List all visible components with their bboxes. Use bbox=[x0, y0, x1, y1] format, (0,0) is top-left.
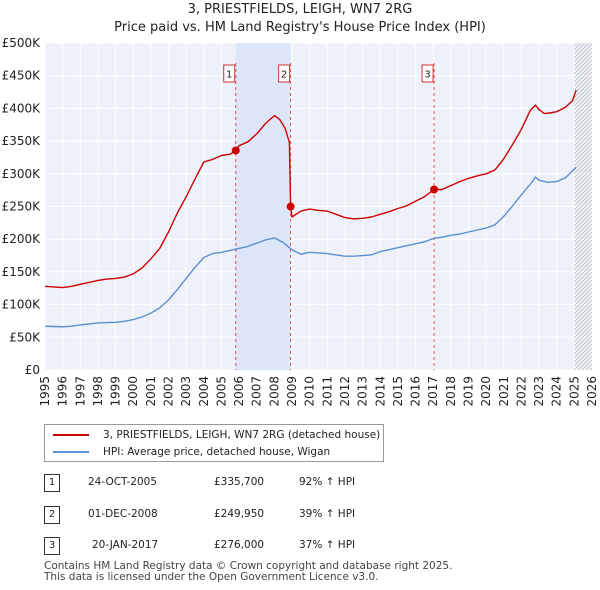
x-tick-label: 2021 bbox=[497, 376, 511, 407]
x-tick-label: 1995 bbox=[38, 376, 52, 407]
transaction-row: 3 20-JAN-2017 £276,000 37% ↑ HPI bbox=[44, 537, 444, 555]
x-tick-label: 2009 bbox=[285, 376, 299, 407]
x-tick-label: 2026 bbox=[585, 376, 599, 407]
transaction-price: £335,700 bbox=[214, 476, 265, 488]
transaction-hpi-change: 39% ↑ HPI bbox=[299, 508, 356, 520]
sale-point bbox=[286, 202, 295, 211]
annotation-badge bbox=[278, 64, 291, 83]
x-tick-label: 2008 bbox=[267, 376, 281, 407]
x-tick-label: 2015 bbox=[391, 376, 405, 407]
x-tick-label: 2011 bbox=[320, 376, 334, 407]
x-tick-label: 2024 bbox=[550, 376, 564, 407]
x-tick-label: 2023 bbox=[532, 376, 546, 407]
transaction-date: 24-OCT-2005 bbox=[88, 476, 157, 488]
series-line-hpi bbox=[45, 166, 577, 328]
x-tick-label: 2003 bbox=[179, 376, 193, 407]
x-tick-label: 2014 bbox=[373, 376, 387, 407]
chart-title: 3, PRIESTFIELDS, LEIGH, WN7 2RG bbox=[188, 2, 413, 17]
x-tick-label: 2001 bbox=[144, 376, 158, 407]
x-tick-label: 2017 bbox=[426, 376, 440, 407]
legend-swatch-hpi bbox=[53, 451, 89, 453]
y-tick-label: £450K bbox=[2, 69, 42, 83]
transaction-number-badge: 2 bbox=[44, 506, 60, 524]
annotation-label: 1 bbox=[226, 70, 232, 81]
x-tick-label: 1999 bbox=[109, 376, 123, 407]
footer-copyright: Contains HM Land Registry data © Crown c… bbox=[44, 560, 453, 572]
x-tick-label: 2019 bbox=[461, 376, 475, 407]
chart-legend: 3, PRIESTFIELDS, LEIGH, WN7 2RG (detache… bbox=[44, 424, 384, 462]
annotation-label: 3 bbox=[424, 70, 430, 81]
y-tick-label: £500K bbox=[2, 36, 42, 50]
transaction-number-badge: 1 bbox=[44, 474, 60, 492]
x-tick-label: 2010 bbox=[303, 376, 317, 407]
x-tick-label: 1998 bbox=[91, 376, 105, 407]
y-tick-label: £400K bbox=[2, 101, 42, 115]
x-tick-label: 2000 bbox=[126, 376, 140, 407]
legend-item-property: 3, PRIESTFIELDS, LEIGH, WN7 2RG (detache… bbox=[53, 427, 380, 443]
y-tick-label: £250K bbox=[2, 200, 42, 214]
future-hatch bbox=[574, 43, 592, 370]
x-tick-label: 1997 bbox=[73, 376, 87, 407]
x-tick-label: 2006 bbox=[232, 376, 246, 407]
price-chart: 3, PRIESTFIELDS, LEIGH, WN7 2RG Price pa… bbox=[2, 2, 599, 407]
transaction-row: 1 24-OCT-2005 £335,700 92% ↑ HPI bbox=[44, 474, 444, 492]
x-tick-label: 2007 bbox=[250, 376, 264, 407]
legend-label-property: 3, PRIESTFIELDS, LEIGH, WN7 2RG (detache… bbox=[103, 429, 381, 441]
annotation-badge bbox=[421, 64, 434, 83]
transaction-hpi-change: 92% ↑ HPI bbox=[299, 476, 356, 488]
x-tick-label: 2012 bbox=[338, 376, 352, 407]
transaction-date: 20-JAN-2017 bbox=[92, 539, 159, 551]
y-tick-label: £300K bbox=[2, 167, 42, 181]
footer-licence: This data is licensed under the Open Gov… bbox=[44, 571, 379, 583]
shaded-period bbox=[235, 43, 291, 370]
x-tick-label: 2004 bbox=[197, 376, 211, 407]
transaction-date: 01-DEC-2008 bbox=[88, 508, 158, 520]
x-tick-label: 2016 bbox=[409, 376, 423, 407]
y-tick-label: £200K bbox=[2, 232, 42, 246]
x-tick-label: 2002 bbox=[162, 376, 176, 407]
x-tick-label: 2022 bbox=[514, 376, 528, 407]
y-tick-label: £150K bbox=[2, 265, 42, 279]
annotation-badge bbox=[223, 64, 236, 83]
y-tick-label: £50K bbox=[9, 330, 41, 344]
y-tick-label: £100K bbox=[2, 298, 42, 312]
x-tick-label: 2013 bbox=[356, 376, 370, 407]
legend-item-hpi: HPI: Average price, detached house, Wiga… bbox=[53, 444, 330, 460]
transaction-hpi-change: 37% ↑ HPI bbox=[299, 539, 356, 551]
series-line-property bbox=[45, 89, 577, 289]
x-tick-label: 2020 bbox=[479, 376, 493, 407]
sale-point bbox=[231, 146, 240, 155]
y-tick-label: £350K bbox=[2, 134, 42, 148]
x-tick-label: 1996 bbox=[56, 376, 70, 407]
transaction-row: 2 01-DEC-2008 £249,950 39% ↑ HPI bbox=[44, 506, 444, 524]
x-tick-label: 2005 bbox=[214, 376, 228, 407]
sale-point bbox=[430, 185, 439, 194]
annotation-label: 2 bbox=[281, 70, 287, 81]
legend-swatch-property bbox=[53, 434, 89, 436]
x-tick-label: 2025 bbox=[567, 376, 581, 407]
transaction-number-badge: 3 bbox=[44, 537, 60, 555]
chart-subtitle: Price paid vs. HM Land Registry's House … bbox=[114, 20, 486, 35]
y-tick-label: £0 bbox=[25, 363, 40, 377]
transaction-price: £276,000 bbox=[214, 539, 265, 551]
transaction-price: £249,950 bbox=[214, 508, 265, 520]
x-tick-label: 2018 bbox=[444, 376, 458, 407]
legend-label-hpi: HPI: Average price, detached house, Wiga… bbox=[103, 446, 331, 458]
